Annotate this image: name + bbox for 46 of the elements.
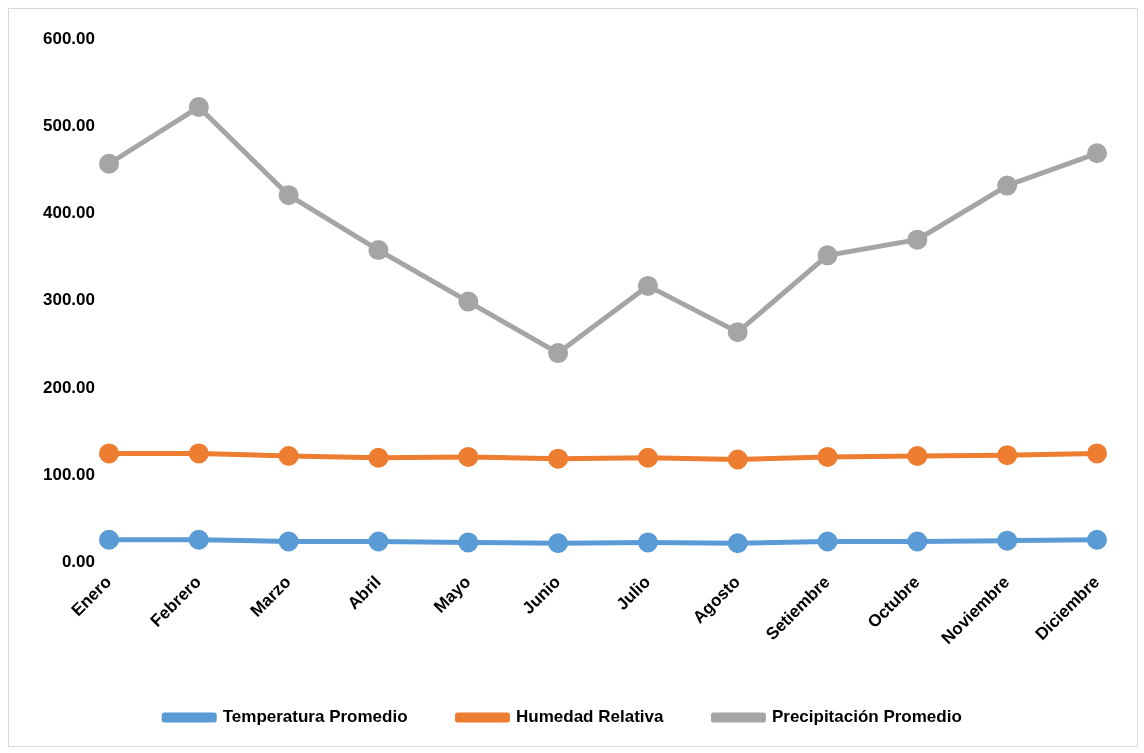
legend-label: Precipitación Promedio	[771, 707, 962, 727]
point	[99, 443, 119, 464]
y-tick-label: 600.00	[43, 28, 95, 48]
point	[1087, 143, 1107, 164]
point	[458, 291, 479, 312]
legend-label: Temperatura Promedio	[222, 707, 408, 727]
point	[188, 443, 209, 464]
point	[99, 153, 119, 174]
point	[1087, 443, 1107, 464]
y-tick-label: 400.00	[43, 203, 95, 223]
point	[637, 275, 658, 296]
point	[368, 447, 389, 468]
point	[368, 240, 389, 261]
point	[548, 448, 569, 469]
point	[727, 533, 748, 554]
y-tick-label: 300.00	[43, 290, 95, 310]
point	[278, 185, 299, 206]
point	[997, 445, 1018, 466]
point	[907, 531, 928, 552]
point	[188, 529, 209, 550]
point	[817, 446, 838, 467]
point	[817, 531, 838, 552]
point	[548, 533, 569, 554]
point	[727, 322, 748, 343]
point	[1087, 529, 1107, 550]
point	[727, 449, 748, 470]
point	[637, 447, 658, 468]
y-tick-label: 200.00	[43, 377, 95, 397]
point	[458, 532, 479, 553]
point	[548, 343, 569, 364]
point	[817, 245, 838, 266]
point	[188, 97, 209, 118]
point	[278, 446, 299, 467]
y-tick-label: 0.00	[61, 552, 95, 572]
point	[368, 531, 389, 552]
point	[458, 446, 479, 467]
point	[907, 446, 928, 467]
y-tick-label: 100.00	[43, 464, 95, 484]
point	[997, 175, 1018, 196]
point	[99, 529, 119, 550]
point	[637, 532, 658, 553]
point	[997, 530, 1018, 551]
y-tick-label: 500.00	[43, 115, 95, 135]
point	[278, 531, 299, 552]
legend-label: Humedad Relativa	[516, 707, 664, 727]
point	[907, 229, 928, 250]
